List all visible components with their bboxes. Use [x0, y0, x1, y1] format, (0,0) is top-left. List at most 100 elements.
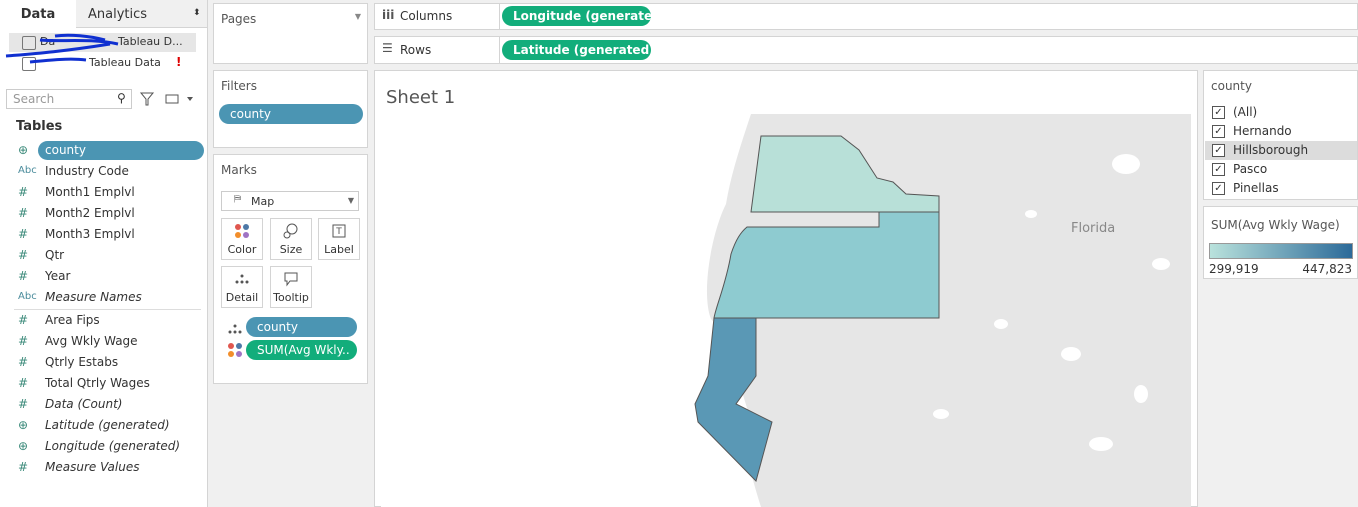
checkbox[interactable]: ✓	[1212, 106, 1225, 119]
card-title: Marks	[221, 163, 257, 177]
field-name[interactable]: Year	[45, 269, 71, 283]
divider	[499, 37, 500, 63]
marks-button[interactable]: Tooltip	[270, 266, 312, 308]
field-row[interactable]: # Area Fips	[0, 310, 207, 330]
card-title: Pages	[221, 12, 257, 26]
marks-button[interactable]: Color	[221, 218, 263, 260]
button-label[interactable]: Detail	[225, 291, 259, 304]
data-source[interactable]: Tableau Data	[89, 56, 161, 69]
marks-button[interactable]: Size	[270, 218, 312, 260]
search-box[interactable]	[6, 89, 132, 109]
field-row[interactable]: Abc Industry Code	[0, 161, 207, 181]
field-row[interactable]: ⊕ county	[0, 140, 207, 160]
filters-card: Filters county	[213, 70, 368, 148]
button-label[interactable]: Label	[324, 243, 354, 256]
pages-card: Pages ▼	[213, 3, 368, 64]
pane-tools[interactable]	[139, 91, 199, 107]
field-name[interactable]: Latitude (generated)	[45, 418, 170, 432]
field-icon: Abc	[18, 165, 37, 176]
field-row[interactable]: # Year	[0, 266, 207, 286]
selection-pill	[38, 141, 204, 160]
mark-type-dropdown[interactable]: ⛿ Map ▼	[221, 191, 359, 211]
field-name[interactable]: Qtrly Estabs	[45, 355, 119, 369]
field-icon: #	[18, 269, 29, 283]
shelf-pill[interactable]: Longitude (generated)	[502, 6, 651, 26]
field-row[interactable]: # Month3 Emplvl	[0, 224, 207, 244]
card-title: county	[1211, 79, 1252, 93]
button-label[interactable]: Tooltip	[273, 291, 309, 304]
legend-title: SUM(Avg Wkly Wage)	[1211, 218, 1340, 232]
checkbox[interactable]: ✓	[1212, 182, 1225, 195]
field-row[interactable]: # Data (Count)	[0, 394, 207, 414]
field-name[interactable]: Industry Code	[45, 164, 129, 178]
map-label: Florida	[1071, 221, 1115, 236]
filter-item[interactable]: ✓ Pinellas	[1205, 179, 1357, 198]
search-icon[interactable]: ⚲	[117, 91, 126, 105]
field-name[interactable]: Month2 Emplvl	[45, 206, 135, 220]
field-row[interactable]: # Qtr	[0, 245, 207, 265]
field-icon: #	[18, 460, 29, 474]
item-label[interactable]: Hernando	[1233, 124, 1292, 138]
filter-item[interactable]: ✓ (All)	[1205, 103, 1357, 122]
county-shape[interactable]	[713, 211, 940, 319]
dropdown-arrow[interactable]: ▼	[354, 12, 361, 21]
field-name[interactable]: Measure Values	[45, 460, 140, 474]
item-label[interactable]: Hillsborough	[1233, 143, 1309, 157]
item-label[interactable]: Pinellas	[1233, 181, 1279, 195]
divider	[499, 4, 500, 29]
filter-item[interactable]: ✓ Hillsborough	[1205, 141, 1357, 160]
marks-button[interactable]: Detail	[221, 266, 263, 308]
separator	[14, 309, 201, 310]
rows-shelf: ☰ Rows Latitude (generated)	[374, 36, 1358, 64]
field-icon: #	[18, 397, 29, 411]
field-row[interactable]: Abc Measure Names	[0, 287, 207, 307]
geo-icon: ⊕	[18, 439, 29, 453]
field-icon: #	[18, 227, 29, 241]
field-row[interactable]: # Month1 Emplvl	[0, 182, 207, 202]
tab[interactable]: Analytics	[76, 0, 207, 28]
checkbox[interactable]: ✓	[1212, 144, 1225, 157]
field-row[interactable]: # Measure Values	[0, 457, 207, 477]
field-row[interactable]: # Month2 Emplvl	[0, 203, 207, 223]
shelf-icon: ☰	[382, 41, 393, 55]
search-placeholder[interactable]: Search	[13, 92, 55, 106]
field-row[interactable]: ⊕ Latitude (generated)	[0, 415, 207, 435]
field-name[interactable]: Data (Count)	[45, 397, 123, 411]
filter-pill[interactable]: county	[219, 104, 363, 124]
legend-max: 447,823	[1302, 262, 1352, 276]
color-ramp	[1209, 243, 1353, 259]
map[interactable]: Florida	[381, 114, 1191, 507]
field-name[interactable]: Avg Wkly Wage	[45, 334, 138, 348]
field-name[interactable]: Month3 Emplvl	[45, 227, 135, 241]
button-label[interactable]: Size	[279, 243, 303, 256]
field-row[interactable]: # Qtrly Estabs	[0, 352, 207, 372]
field-name[interactable]: Total Qtrly Wages	[45, 376, 150, 390]
data-source[interactable]: Tableau D...	[118, 35, 183, 48]
button-label[interactable]: Color	[227, 243, 257, 256]
field-name[interactable]: Area Fips	[45, 313, 100, 327]
field-row[interactable]: # Avg Wkly Wage	[0, 331, 207, 351]
svg-text:T: T	[335, 227, 342, 237]
mark-pill[interactable]: SUM(Avg Wkly..	[246, 340, 357, 360]
field-name[interactable]: county	[45, 143, 86, 157]
county-shape[interactable]	[694, 317, 773, 482]
marks-button[interactable]: T Label	[318, 218, 360, 260]
filter-item[interactable]: ✓ Hernando	[1205, 122, 1357, 141]
field-row[interactable]: # Total Qtrly Wages	[0, 373, 207, 393]
county-shape[interactable]	[750, 135, 940, 213]
shelf-pill[interactable]: Latitude (generated)	[502, 40, 651, 60]
checkbox[interactable]: ✓	[1212, 163, 1225, 176]
checkbox[interactable]: ✓	[1212, 125, 1225, 138]
tab[interactable]: Data	[0, 0, 76, 29]
filter-item[interactable]: ✓ Pasco	[1205, 160, 1357, 179]
field-name[interactable]: Measure Names	[45, 290, 142, 304]
mark-type[interactable]: Map	[251, 195, 275, 208]
mark-pill[interactable]: county	[246, 317, 357, 337]
item-label[interactable]: (All)	[1233, 105, 1258, 119]
field-name[interactable]: Qtr	[45, 248, 65, 262]
field-name[interactable]: Month1 Emplvl	[45, 185, 135, 199]
field-name[interactable]: Longitude (generated)	[45, 439, 181, 453]
field-row[interactable]: ⊕ Longitude (generated)	[0, 436, 207, 456]
item-label[interactable]: Pasco	[1233, 162, 1268, 176]
